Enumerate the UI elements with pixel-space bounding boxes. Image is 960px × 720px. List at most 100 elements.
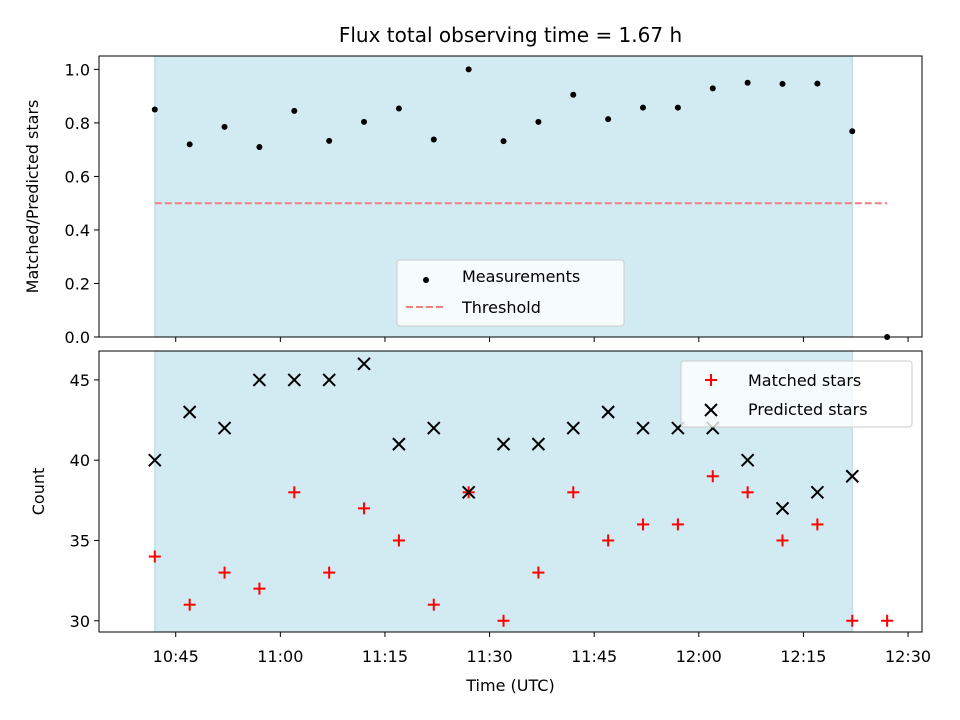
legend-predicted-glyph: [704, 403, 718, 417]
legend-matched-glyph: [705, 374, 717, 386]
matched-star-point: [811, 518, 824, 531]
count-x-tick-label: 10:45: [153, 647, 199, 666]
predicted-star-point: [182, 405, 197, 419]
legend-threshold-label: Threshold: [461, 298, 541, 317]
measurement-point: [430, 136, 437, 143]
ratio-y-tick-label: 0.6: [65, 167, 90, 186]
count-x-tick-label: 12:15: [780, 647, 826, 666]
count-x-tick-label: 11:30: [467, 647, 513, 666]
matched-star-point: [706, 470, 719, 483]
predicted-star-point: [392, 437, 406, 451]
predicted-star-point: [601, 405, 615, 419]
matched-star-point: [323, 566, 336, 579]
matched-star-point: [288, 486, 301, 499]
predicted-star-point: [810, 485, 825, 500]
measurement-point: [256, 143, 263, 150]
measurement-point: [605, 116, 612, 123]
matched-star-point: [532, 566, 545, 579]
predicted-star-point: [636, 421, 650, 435]
predicted-star-point: [427, 421, 441, 435]
ratio-y-axis: 0.0 0.2 0.4 0.6 0.8 1.0: [65, 60, 99, 347]
measurement-point: [779, 80, 786, 87]
measurement-point: [814, 80, 821, 87]
measurement-point: [709, 85, 716, 92]
legend-matched-marker: [705, 374, 717, 386]
legend-measurements-label: Measurements: [462, 267, 580, 286]
count-x-axis: 10:45 11:00 11:15 11:30 11:45 12:00 12:15 12:30: [153, 632, 931, 666]
ratio-panel: 0.0 0.2 0.4 0.6 0.8 1.0 Flux total observing …: [23, 23, 923, 347]
matched-star-point: [497, 614, 510, 627]
legend-measurements-marker: [423, 277, 429, 283]
count-legend-box: [680, 360, 913, 428]
predicted-star-point: [461, 485, 476, 500]
matched-star-point: [358, 502, 371, 515]
measurement-point: [221, 123, 228, 130]
matched-star-point: [741, 486, 754, 499]
ratio-y-tick-label: 0.8: [65, 114, 90, 133]
chart-title: Flux total observing time = 1.67 h: [339, 23, 682, 47]
predicted-star-point: [845, 469, 859, 483]
count-y-tick-label: 40: [70, 451, 90, 470]
matched-star-point: [427, 598, 440, 611]
legend-matched-label: Matched stars: [748, 371, 861, 390]
predicted-stars-points: [148, 357, 859, 516]
predicted-star-point: [252, 373, 267, 387]
matched-star-point: [218, 566, 231, 579]
measurement-point: [186, 141, 193, 148]
ratio-legend: Measurements Threshold: [396, 259, 625, 327]
ratio-y-axis-label: Matched/Predicted stars: [23, 100, 42, 294]
matched-star-point: [148, 550, 161, 563]
count-y-tick-label: 45: [70, 371, 90, 390]
matched-star-point: [671, 518, 684, 531]
ratio-y-tick-label: 0.0: [65, 328, 90, 347]
measurement-points: [151, 66, 891, 340]
predicted-star-point: [357, 357, 371, 371]
count-x-tick-label: 11:45: [571, 647, 617, 666]
matched-star-point: [846, 614, 859, 627]
matched-star-point: [881, 614, 894, 627]
count-x-tick-label: 12:00: [676, 647, 722, 666]
measurement-point: [291, 107, 298, 114]
measurement-point: [535, 118, 542, 125]
count-y-tick-label: 35: [70, 531, 90, 550]
legend-predicted-marker: [704, 403, 718, 417]
matched-star-point: [776, 534, 789, 547]
matched-star-point: [392, 534, 405, 547]
matched-star-point: [637, 518, 650, 531]
measurement-point: [570, 91, 577, 98]
measurement-point: [151, 106, 158, 113]
ratio-y-tick-label: 0.4: [65, 221, 90, 240]
measurement-point: [674, 104, 681, 111]
matched-star-point: [567, 486, 580, 499]
ratio-plot-frame: [98, 55, 923, 338]
count-x-tick-label: 11:15: [362, 647, 408, 666]
ratio-y-tick-label: 0.2: [65, 274, 90, 293]
predicted-star-point: [322, 373, 336, 387]
matched-stars-points: [148, 470, 894, 627]
ratio-legend-box: [396, 259, 625, 327]
ratio-y-tick-label: 1.0: [65, 60, 90, 79]
count-legend: Matched stars Predicted stars: [680, 360, 913, 428]
matched-star-point: [602, 534, 615, 547]
measurement-point: [361, 118, 368, 125]
predicted-star-point: [148, 453, 162, 467]
measurement-point: [395, 105, 402, 112]
predicted-star-point: [775, 501, 790, 516]
predicted-star-point: [496, 437, 511, 451]
predicted-star-point: [740, 453, 755, 467]
measurement-point: [326, 137, 333, 144]
predicted-star-point: [531, 437, 546, 451]
predicted-star-point: [217, 421, 232, 435]
x-axis-label: Time (UTC): [465, 676, 554, 695]
measurement-point: [744, 79, 751, 86]
ratio-x-ticks: [175, 337, 909, 342]
count-y-axis: 30 35 40 45: [70, 371, 99, 631]
predicted-star-point: [287, 373, 301, 387]
count-x-tick-label: 12:30: [885, 647, 931, 666]
measurement-point: [640, 104, 647, 111]
matched-star-point: [253, 582, 266, 595]
measurement-point: [465, 66, 472, 73]
measurement-point: [500, 138, 507, 145]
predicted-star-point: [566, 421, 580, 435]
measurement-point: [849, 128, 856, 135]
